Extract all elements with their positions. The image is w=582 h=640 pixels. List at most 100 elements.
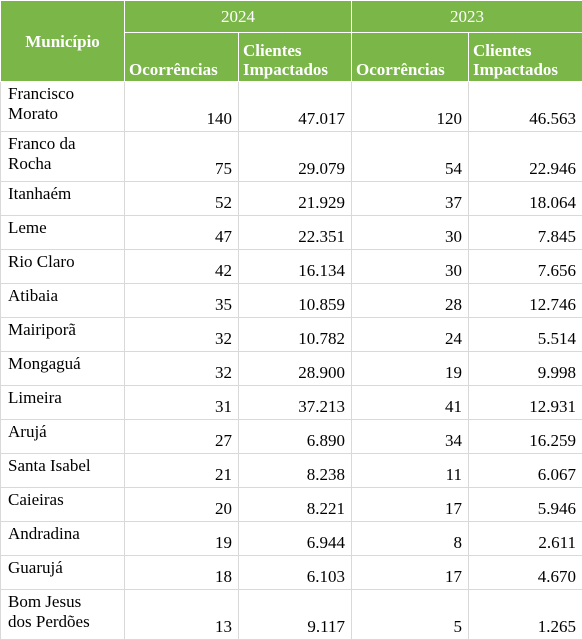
number-cell: 28 <box>352 284 469 318</box>
number-cell: 4.670 <box>469 556 582 590</box>
municipio-cell: Rio Claro <box>1 250 125 284</box>
number-cell: 140 <box>125 82 239 132</box>
municipio-name: Rio Claro <box>8 252 75 272</box>
header-column: Ocorrências <box>352 33 469 82</box>
number-cell: 37 <box>352 182 469 216</box>
municipio-cell: Limeira <box>1 386 125 420</box>
municipio-name: Francisco Morato <box>8 84 104 124</box>
number-cell: 9.117 <box>239 590 352 640</box>
number-cell: 9.998 <box>469 352 582 386</box>
municipio-name: Leme <box>8 218 47 238</box>
municipio-name: Bom Jesus dos Perdões <box>8 592 104 632</box>
number-cell: 22.351 <box>239 216 352 250</box>
number-cell: 6.103 <box>239 556 352 590</box>
number-cell: 12.931 <box>469 386 582 420</box>
number-cell: 24 <box>352 318 469 352</box>
number-cell: 5.946 <box>469 488 582 522</box>
municipio-cell: Bom Jesus dos Perdões <box>1 590 125 640</box>
number-cell: 42 <box>125 250 239 284</box>
number-cell: 22.946 <box>469 132 582 182</box>
municipio-cell: Guarujá <box>1 556 125 590</box>
municipio-name: Andradina <box>8 524 80 544</box>
municipio-name: Mairiporã <box>8 320 76 340</box>
number-cell: 20 <box>125 488 239 522</box>
municipio-cell: Francisco Morato <box>1 82 125 132</box>
municipio-cell: Mairiporã <box>1 318 125 352</box>
number-cell: 19 <box>352 352 469 386</box>
number-cell: 18 <box>125 556 239 590</box>
number-cell: 1.265 <box>469 590 582 640</box>
number-cell: 35 <box>125 284 239 318</box>
number-cell: 34 <box>352 420 469 454</box>
municipio-name: Atibaia <box>8 286 58 306</box>
municipio-cell: Atibaia <box>1 284 125 318</box>
header-year: 2024 <box>125 1 352 33</box>
number-cell: 6.067 <box>469 454 582 488</box>
number-cell: 30 <box>352 250 469 284</box>
number-cell: 37.213 <box>239 386 352 420</box>
number-cell: 17 <box>352 556 469 590</box>
municipio-name: Mongaguá <box>8 354 81 374</box>
municipio-cell: Itanhaém <box>1 182 125 216</box>
number-cell: 6.890 <box>239 420 352 454</box>
number-cell: 13 <box>125 590 239 640</box>
municipio-cell: Arujá <box>1 420 125 454</box>
number-cell: 12.746 <box>469 284 582 318</box>
number-cell: 7.845 <box>469 216 582 250</box>
municipio-cell: Andradina <box>1 522 125 556</box>
number-cell: 32 <box>125 318 239 352</box>
number-cell: 52 <box>125 182 239 216</box>
number-cell: 8 <box>352 522 469 556</box>
municipio-cell: Franco da Rocha <box>1 132 125 182</box>
municipio-name: Guarujá <box>8 558 63 578</box>
municipio-name: Franco da Rocha <box>8 134 104 174</box>
municipio-name: Caieiras <box>8 490 64 510</box>
number-cell: 5.514 <box>469 318 582 352</box>
number-cell: 41 <box>352 386 469 420</box>
number-cell: 29.079 <box>239 132 352 182</box>
number-cell: 21 <box>125 454 239 488</box>
header-column: Ocorrências <box>125 33 239 82</box>
header-column: Clientes Impactados <box>239 33 352 82</box>
header-municipio: Município <box>1 1 125 82</box>
municipio-cell: Leme <box>1 216 125 250</box>
number-cell: 75 <box>125 132 239 182</box>
municipio-cell: Caieiras <box>1 488 125 522</box>
number-cell: 21.929 <box>239 182 352 216</box>
municipio-cell: Santa Isabel <box>1 454 125 488</box>
municipio-name: Itanhaém <box>8 184 71 204</box>
municipio-name: Arujá <box>8 422 47 442</box>
number-cell: 7.656 <box>469 250 582 284</box>
number-cell: 54 <box>352 132 469 182</box>
number-cell: 16.134 <box>239 250 352 284</box>
number-cell: 2.611 <box>469 522 582 556</box>
header-year: 2023 <box>352 1 582 33</box>
number-cell: 46.563 <box>469 82 582 132</box>
number-cell: 28.900 <box>239 352 352 386</box>
number-cell: 8.238 <box>239 454 352 488</box>
number-cell: 19 <box>125 522 239 556</box>
number-cell: 6.944 <box>239 522 352 556</box>
number-cell: 17 <box>352 488 469 522</box>
number-cell: 5 <box>352 590 469 640</box>
municipio-name: Santa Isabel <box>8 456 91 476</box>
number-cell: 27 <box>125 420 239 454</box>
number-cell: 10.782 <box>239 318 352 352</box>
number-cell: 11 <box>352 454 469 488</box>
header-column: Clientes Impactados <box>469 33 582 82</box>
number-cell: 10.859 <box>239 284 352 318</box>
number-cell: 31 <box>125 386 239 420</box>
